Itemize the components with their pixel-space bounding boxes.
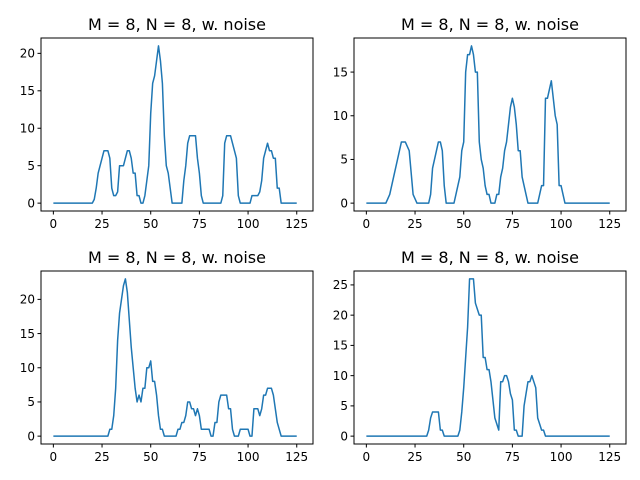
y-tick-label: 0 — [340, 429, 348, 443]
x-tick-label: 125 — [285, 217, 308, 231]
x-tick-label: 25 — [407, 450, 422, 464]
axes-frame — [40, 37, 314, 212]
y-tick-label: 0 — [27, 429, 35, 443]
axes-frame — [40, 270, 314, 445]
x-tick-label: 125 — [285, 450, 308, 464]
x-tick-label: 75 — [192, 450, 207, 464]
subplot-bottom-right: M = 8, N = 8, w. noise 0 25 50 75 100 125 0 5 10 1… — [333, 248, 627, 464]
x-tick-label: 75 — [505, 217, 520, 231]
x-tick-label: 0 — [363, 217, 371, 231]
y-tick-label: 15 — [333, 65, 348, 79]
x-tick-label: 0 — [363, 450, 371, 464]
y-tick-label: 10 — [333, 369, 348, 383]
x-tick-label: 100 — [550, 450, 573, 464]
y-tick-label: 15 — [20, 84, 35, 98]
x-tick-label: 125 — [598, 217, 621, 231]
x-tick-label: 25 — [94, 217, 109, 231]
x-tick-label: 50 — [456, 217, 471, 231]
y-tick-label: 20 — [20, 47, 35, 61]
y-tick-label: 20 — [333, 308, 348, 322]
y-tick-label: 5 — [340, 153, 348, 167]
subplot-title: M = 8, N = 8, w. noise — [401, 248, 579, 267]
y-tick-label: 5 — [27, 159, 35, 173]
y-tick-label: 15 — [20, 327, 35, 341]
y-tick-label: 5 — [340, 399, 348, 413]
x-tick-label: 75 — [192, 217, 207, 231]
subplot-title: M = 8, N = 8, w. noise — [401, 15, 579, 34]
series-line — [53, 278, 297, 437]
subplot-title: M = 8, N = 8, w. noise — [88, 15, 266, 34]
x-tick-label: 50 — [456, 450, 471, 464]
series-line — [366, 278, 610, 437]
x-tick-label: 100 — [237, 217, 260, 231]
subplot-top-left: M = 8, N = 8, w. noise 0 25 50 75 100 125 0 5 10 1… — [20, 15, 314, 231]
x-tick-label: 25 — [94, 450, 109, 464]
y-tick-label: 10 — [333, 109, 348, 123]
y-tick-label: 25 — [333, 278, 348, 292]
subplot-bottom-left: M = 8, N = 8, w. noise 0 25 50 75 100 125 0 5 10 1… — [20, 248, 314, 464]
x-tick-label: 0 — [50, 450, 58, 464]
axes-frame — [353, 37, 627, 212]
x-tick-label: 0 — [50, 217, 58, 231]
series-line — [53, 45, 297, 204]
x-tick-label: 100 — [237, 450, 260, 464]
y-tick-label: 0 — [27, 196, 35, 210]
x-tick-label: 25 — [407, 217, 422, 231]
subplot-top-right: M = 8, N = 8, w. noise 0 25 50 75 100 125 0 5 10 1… — [333, 15, 627, 231]
series-line — [366, 45, 610, 204]
x-tick-label: 125 — [598, 450, 621, 464]
x-tick-label: 100 — [550, 217, 573, 231]
x-tick-label: 50 — [143, 217, 158, 231]
y-tick-label: 20 — [20, 293, 35, 307]
y-tick-label: 10 — [20, 122, 35, 136]
y-tick-label: 15 — [333, 339, 348, 353]
x-tick-label: 75 — [505, 450, 520, 464]
subplot-title: M = 8, N = 8, w. noise — [88, 248, 266, 267]
y-tick-label: 10 — [20, 361, 35, 375]
y-tick-label: 5 — [27, 395, 35, 409]
axes-frame — [353, 270, 627, 445]
y-tick-label: 0 — [340, 196, 348, 210]
x-tick-label: 50 — [143, 450, 158, 464]
